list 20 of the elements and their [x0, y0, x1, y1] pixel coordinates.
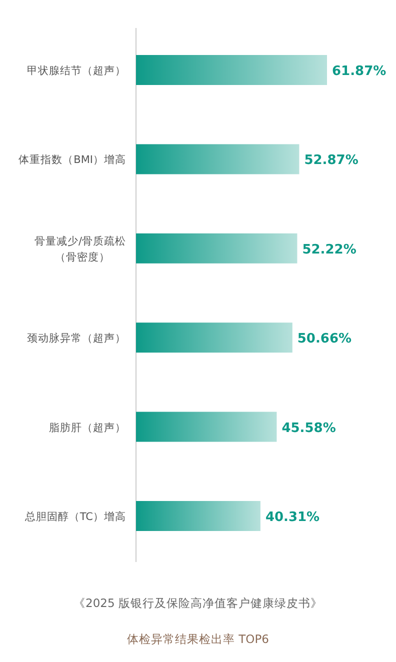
data-label: 45.58%	[282, 420, 336, 436]
data-label: 61.87%	[332, 64, 386, 79]
bar	[136, 233, 298, 264]
bar	[136, 144, 300, 174]
bar	[136, 322, 292, 353]
bar	[136, 55, 327, 85]
text: 体检异常结果检出率 TOP6	[127, 632, 269, 646]
data-label: 50.66%	[297, 332, 352, 347]
bar	[136, 501, 260, 531]
y-tick-label: 总胆固醇（TC）增高	[24, 510, 126, 523]
y-tick-label: 体重指数（BMI）增高	[18, 153, 126, 166]
y-tick-label: 骨量减少/骨质疏松（骨密度）	[34, 234, 126, 264]
bar	[136, 412, 277, 442]
text: 《2025 版银行及保险高净值客户健康绿皮书》	[74, 596, 322, 610]
data-label: 52.22%	[302, 242, 356, 258]
y-tick-label: 甲状腺结节（超声）	[27, 64, 126, 77]
y-tick-label: 脂肪肝（超声）	[49, 420, 126, 434]
data-label: 40.31%	[265, 510, 320, 525]
y-tick-label: 颈动脉异常（超声）	[27, 332, 126, 345]
data-label: 52.87%	[304, 153, 358, 168]
